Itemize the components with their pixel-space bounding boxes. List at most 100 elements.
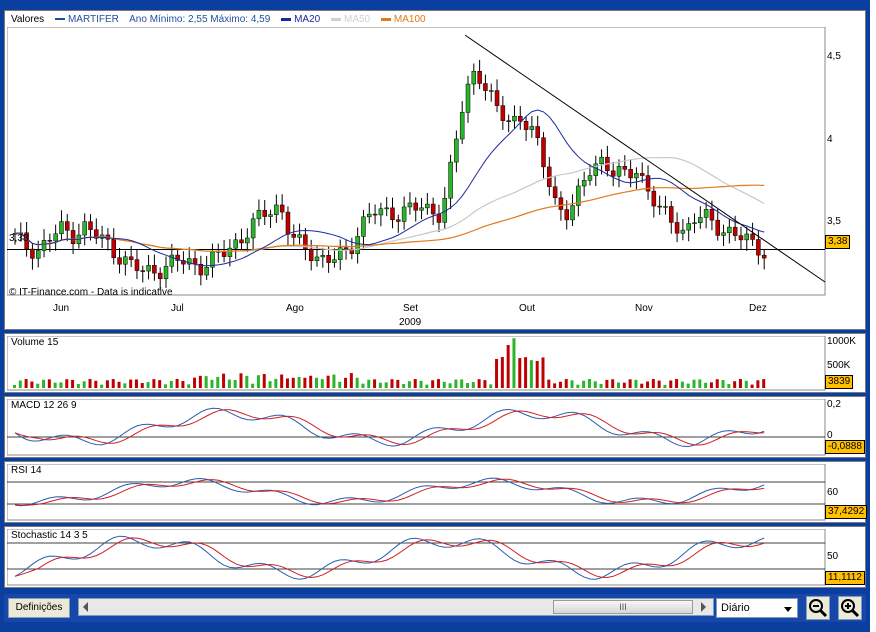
volume-bar [460,379,464,388]
volume-bar [71,379,75,388]
settings-button[interactable]: Definições [8,598,70,618]
candle-body [454,138,459,163]
candle-body [146,265,151,272]
volume-bar [24,379,28,388]
candle-body [123,256,128,265]
candle-body [163,266,169,280]
volume-bar [628,379,632,388]
volume-bar [251,383,255,388]
candle-body [285,211,291,235]
volume-bar [123,383,127,388]
candle-body [703,209,709,218]
volume-bar [210,379,214,388]
candle-body [419,207,424,211]
candle-body [128,256,134,260]
volume-bar [42,379,46,388]
price-chart[interactable] [7,27,827,297]
year-label: 2009 [399,317,422,328]
volume-bar [204,376,208,388]
candle-body [268,214,273,217]
candle-body [117,257,122,265]
volume-bar [727,384,731,388]
volume-bar [570,380,574,388]
volume-bar [553,383,557,388]
volume-bar [500,357,504,388]
month-nov: Nov [635,303,653,314]
horizontal-scrollbar[interactable]: III [78,598,714,616]
osc-signal-line [14,537,765,579]
volume-bar [413,379,417,388]
volume-bar [320,379,324,388]
last-price-box: 3,38 [825,235,851,249]
candle-body [581,180,587,187]
candle-body [210,251,215,268]
volume-bar [686,383,690,388]
volume-chart[interactable] [7,336,827,392]
scroll-right-arrow-icon[interactable] [701,602,706,612]
zoom-out-button[interactable] [806,596,830,620]
candle-body [140,270,146,272]
rsi-chart[interactable] [7,464,827,522]
candle-body [169,254,175,267]
candle-body [692,222,697,225]
volume-bar [646,381,650,388]
volume-bar [715,379,719,388]
candle-body [320,255,326,258]
candle-body [227,247,233,257]
candle-body [396,219,401,222]
volume-bar [36,383,40,388]
candle-body [70,230,76,244]
candle-body [680,229,686,234]
candle-body [384,207,389,210]
volume-bar [657,380,661,388]
volume-bar [524,357,528,388]
stochastic-chart[interactable] [7,529,827,587]
candle-body [541,137,546,168]
volume-bar [541,357,545,388]
volume-bar [535,360,539,388]
volume-bar [47,379,51,388]
volume-bar [669,380,673,388]
volume-bar [30,381,34,388]
candle-body [663,206,668,208]
candle-body [698,217,703,224]
volume-bar [738,379,742,388]
candle-body [744,233,750,241]
volume-bar [111,379,115,388]
candle-body [622,166,628,170]
volume-bar [593,381,597,388]
macd-chart[interactable] [7,399,827,457]
candle-body [465,83,471,113]
volume-bar [268,381,272,388]
candle-body [639,173,645,176]
scroll-thumb[interactable]: III [553,600,693,614]
period-select[interactable]: Diário [716,598,798,618]
zoom-in-button[interactable] [838,596,862,620]
candle-body [587,175,593,181]
volume-bar [105,380,109,388]
candle-body [512,115,517,122]
vol-tick-2: 500K [827,360,851,371]
osc-signal-line [14,478,765,506]
volume-bar [390,379,394,388]
volume-bar [448,383,452,388]
candle-body [157,272,163,280]
volume-bar [233,380,237,388]
volume-bar [94,380,98,388]
candle-body [337,247,343,260]
trend-line [464,34,826,283]
volume-bar [256,375,260,388]
candle-body [686,223,691,231]
macd-title: MACD 12 26 9 [11,400,77,411]
candle-body [378,208,384,216]
candle-body [390,207,395,221]
volume-bar [378,382,382,388]
candle-body [401,206,407,222]
ma50-label: MA50 [344,14,371,25]
volume-bar [407,381,411,388]
candle-body [651,190,657,207]
candle-body [523,120,529,130]
candle-body [425,203,430,209]
scroll-left-arrow-icon[interactable] [83,602,88,612]
volume-bar [466,383,469,388]
